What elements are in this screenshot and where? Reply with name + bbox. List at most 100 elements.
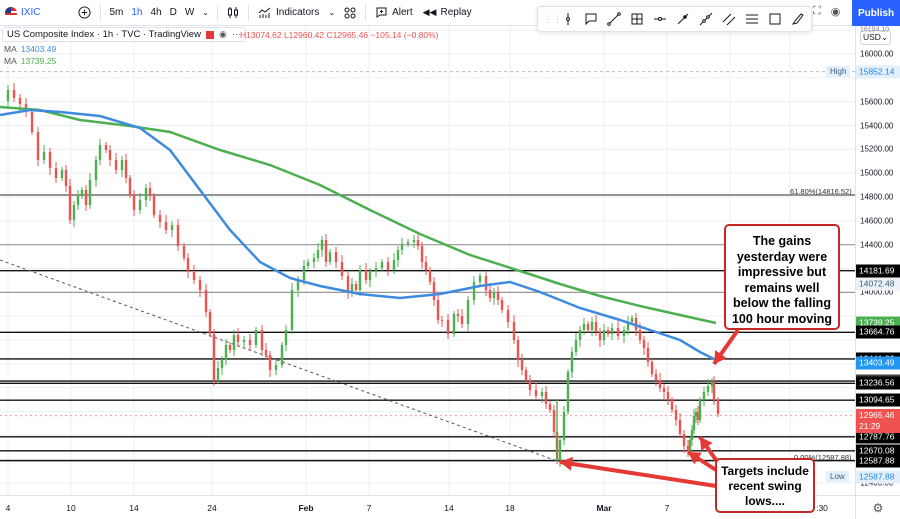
candle-body — [666, 392, 670, 400]
candle-body — [306, 262, 310, 266]
camera-icon[interactable]: ◉ — [830, 6, 841, 18]
candle-body — [148, 188, 152, 196]
ma100-legend[interactable]: MA 13403.49 — [2, 44, 246, 54]
tool-callout[interactable] — [579, 8, 602, 30]
price-chart[interactable] — [0, 26, 855, 495]
candle-body — [64, 170, 68, 186]
divider — [365, 4, 367, 21]
replay-label: Replay — [440, 7, 472, 18]
candle-body — [48, 152, 52, 168]
candle-body — [224, 345, 228, 360]
fullscreen-icon[interactable]: ⛶ — [813, 5, 821, 17]
tool-price-range[interactable] — [625, 8, 648, 30]
alert-button[interactable]: Alert — [370, 0, 418, 26]
price-tick: 14600.00 — [860, 216, 894, 226]
candle-body — [242, 340, 246, 342]
trendline-dashed — [0, 259, 561, 463]
timeframe-4h[interactable]: 4h — [150, 7, 162, 18]
currency-label: USD — [863, 32, 881, 42]
candle-body — [424, 262, 428, 270]
chart-pane[interactable] — [0, 26, 855, 495]
time-tick: Feb — [298, 503, 314, 513]
range-icon — [631, 13, 642, 25]
candle-body — [302, 266, 306, 280]
candle-body — [712, 382, 716, 400]
candle-body — [386, 262, 390, 270]
compare-button[interactable] — [73, 0, 96, 26]
tool-extended-line[interactable] — [694, 8, 717, 30]
candle-body — [36, 132, 40, 160]
candle-body — [606, 330, 610, 334]
more-icon[interactable]: ··· — [231, 29, 242, 40]
tool-horizontal-ray[interactable] — [648, 8, 671, 30]
vertical-line-icon — [565, 13, 570, 25]
candle-body — [590, 322, 594, 330]
tool-parallel-channel[interactable] — [717, 8, 740, 30]
candle-body — [710, 382, 714, 386]
candle-body — [368, 272, 372, 280]
candle-body — [578, 330, 582, 340]
candle-body — [212, 334, 216, 380]
publish-button[interactable]: Publish — [852, 0, 900, 26]
candle-body — [622, 330, 626, 336]
low-tag: Low — [826, 470, 849, 482]
legend-ohlc-values: H13074.62 L12960.42 C12965.46 −105.14 (−… — [240, 30, 439, 40]
candle-body — [552, 410, 556, 432]
ma200-legend[interactable]: MA 13739.25 — [2, 56, 246, 66]
tool-trend-line[interactable] — [602, 8, 625, 30]
candle-body — [358, 270, 362, 290]
templates-button[interactable] — [339, 0, 361, 26]
tool-rectangle[interactable] — [763, 8, 786, 30]
timeframe-d[interactable]: D — [169, 7, 177, 18]
candle-body — [328, 252, 332, 262]
candle-body — [500, 300, 504, 310]
candle-body — [694, 412, 698, 416]
currency-select[interactable]: USD⌄ — [860, 30, 892, 45]
candle-body — [216, 368, 220, 380]
candle-body — [264, 350, 268, 355]
candle-body — [88, 180, 92, 205]
alarm-clock-icon — [376, 7, 387, 18]
tool-brush[interactable] — [786, 8, 809, 30]
time-tick: 24 — [207, 503, 217, 513]
legend-title: US Composite Index · 1h · TVC · TradingV… — [7, 29, 201, 40]
timeframe-w[interactable]: W — [184, 7, 195, 18]
candle-body — [416, 240, 420, 246]
chart-type-button[interactable] — [222, 0, 244, 26]
candle-body — [138, 200, 142, 210]
settings-gear-icon[interactable]: ⚙ — [855, 495, 900, 519]
candle-body — [524, 370, 528, 380]
candle-body — [716, 400, 720, 414]
tool-cross-line[interactable] — [556, 8, 579, 30]
replay-button[interactable]: ◀◀ Replay — [418, 0, 477, 26]
symbol-search[interactable]: IXIC — [0, 0, 45, 26]
tool-arrow[interactable] — [671, 8, 694, 30]
drag-handle-icon[interactable]: ⋮⋮ — [544, 13, 562, 24]
candle-body — [634, 318, 638, 330]
chevron-down-icon[interactable]: ⌄ — [202, 8, 209, 17]
time-tick: 7 — [664, 503, 670, 513]
candle-body — [354, 284, 358, 290]
price-axis[interactable]: USD⌄ 16000.00 15600.00 15400.00 15200.00 150… — [855, 26, 900, 495]
tool-fib-retracement[interactable] — [740, 8, 763, 30]
flag-marker-icon[interactable] — [205, 30, 214, 39]
candle-body — [456, 314, 460, 316]
timeframe-1h[interactable]: 1h — [131, 7, 143, 18]
legend-title-box[interactable]: US Composite Index · 1h · TVC · TradingV… — [2, 27, 247, 42]
chevron-down-icon[interactable]: ⌄ — [328, 8, 336, 17]
candle-body — [686, 446, 690, 452]
price-level-label: 13236.56 — [856, 376, 900, 390]
time-axis[interactable]: 4 10 14 24 Feb 7 14 18 Mar 7:30 — [0, 495, 855, 519]
candle-body — [72, 205, 76, 220]
annotation-callout-targets: Targets include recent swing lows.... — [715, 458, 815, 513]
candle-body — [268, 355, 272, 370]
ma100-value: 13403.49 — [20, 44, 57, 54]
timeframe-5m[interactable]: 5m — [109, 7, 124, 18]
eye-icon[interactable]: ◉ — [218, 29, 227, 39]
time-tick: 14 — [444, 503, 454, 513]
candle-body — [466, 300, 470, 324]
indicators-button[interactable]: Indicators — [253, 0, 324, 26]
candle-body — [290, 290, 294, 330]
candle-body — [616, 328, 620, 336]
price-level-label: 12670.08 — [856, 444, 900, 458]
